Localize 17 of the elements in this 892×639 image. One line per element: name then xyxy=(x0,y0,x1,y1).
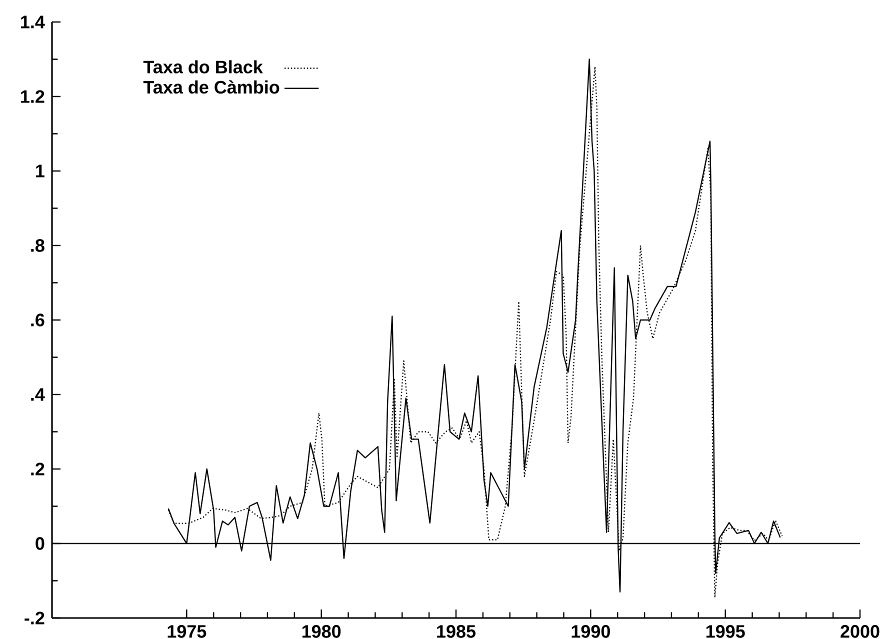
x-tick-label: 1985 xyxy=(437,625,476,638)
y-tick-label: 1.4 xyxy=(21,16,45,28)
x-tick-label: 1995 xyxy=(706,625,745,638)
y-tick-label: 0 xyxy=(36,537,44,550)
x-tick-label: 1980 xyxy=(302,625,341,638)
y-tick-label: .2 xyxy=(31,462,44,476)
y-tick-label: .6 xyxy=(31,314,44,326)
x-tick-label: 1975 xyxy=(168,625,206,638)
y-tick-label: .8 xyxy=(31,239,44,252)
y-tick-label: 1.2 xyxy=(21,90,44,103)
y-tick-label: 1 xyxy=(36,164,44,178)
legend-label: Taxa do Black xyxy=(143,60,263,74)
y-tick-label: .4 xyxy=(31,388,45,401)
legend-label: Taxa de Càmbio xyxy=(143,80,280,94)
y-tick-label: -.2 xyxy=(24,612,44,624)
x-tick-label: 2000 xyxy=(840,625,880,638)
x-tick-label: 1990 xyxy=(572,625,610,638)
